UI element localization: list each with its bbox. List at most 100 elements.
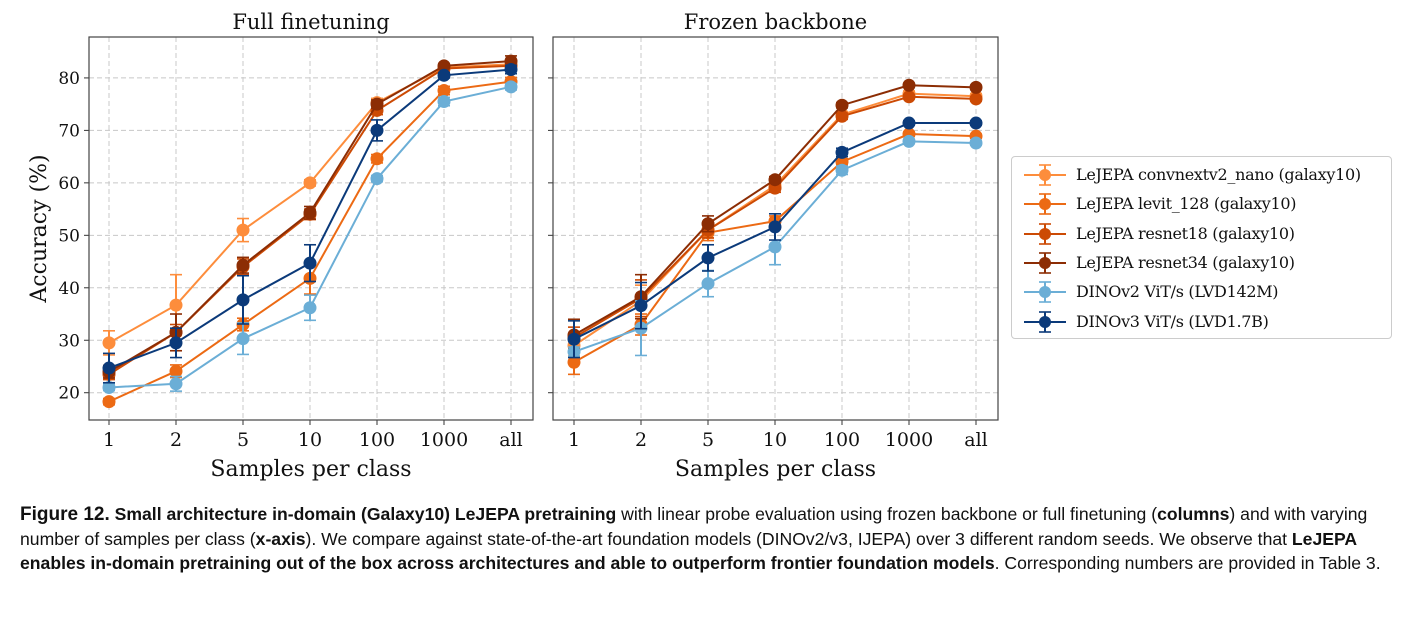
legend-item: DINOv3 ViT/s (LVD1.7B) xyxy=(1012,308,1391,337)
figure-label: Figure 12. xyxy=(20,504,110,525)
data-point xyxy=(902,134,916,148)
x-tick-label: 2 xyxy=(635,429,647,451)
data-point xyxy=(169,364,183,378)
x-tick-label: 100 xyxy=(359,429,395,451)
series-2 xyxy=(102,59,518,381)
data-point xyxy=(567,332,581,346)
data-point xyxy=(169,336,183,350)
data-point xyxy=(370,172,384,186)
x-axis-label: Samples per class xyxy=(675,457,876,482)
legend-item: DINOv2 ViT/s (LVD142M) xyxy=(1012,278,1391,307)
x-tick-label: 5 xyxy=(702,429,714,451)
caption-segment: x-axis xyxy=(255,529,306,549)
x-tick-label: 10 xyxy=(298,429,322,451)
y-tick-label: 40 xyxy=(58,279,80,299)
data-point xyxy=(902,90,916,104)
legend-marker-icon xyxy=(1024,252,1066,274)
caption-segment: Small architecture in-domain (Galaxy10) … xyxy=(109,504,617,524)
caption-segment: with linear probe evaluation using froze… xyxy=(616,504,1158,524)
legend-item: LeJEPA resnet18 (galaxy10) xyxy=(1012,220,1391,249)
legend-label: LeJEPA convnextv2_nano (galaxy10) xyxy=(1076,165,1361,184)
x-tick-label: all xyxy=(499,429,522,451)
x-tick-label: 5 xyxy=(237,429,249,451)
legend: LeJEPA convnextv2_nano (galaxy10) LeJEPA … xyxy=(1011,156,1392,339)
data-point xyxy=(902,116,916,130)
data-point xyxy=(236,293,250,307)
data-point xyxy=(303,301,317,315)
legend-label: DINOv2 ViT/s (LVD142M) xyxy=(1076,282,1279,302)
data-point xyxy=(236,223,250,237)
x-tick-label: 1000 xyxy=(420,429,468,451)
x-tick-label: 100 xyxy=(824,429,860,451)
data-point xyxy=(768,240,782,254)
data-point xyxy=(102,336,116,350)
data-point xyxy=(701,277,715,291)
y-tick-label: 60 xyxy=(58,174,80,194)
caption-segment: ). We compare against state-of-the-art f… xyxy=(305,529,1292,549)
legend-marker-icon xyxy=(1024,193,1066,216)
data-point xyxy=(835,109,849,123)
legend-item: LeJEPA resnet34 (galaxy10) xyxy=(1012,249,1391,278)
data-point xyxy=(969,116,983,130)
x-tick-label: 2 xyxy=(170,429,182,451)
data-point xyxy=(902,78,916,92)
data-point xyxy=(102,361,116,375)
data-point xyxy=(969,92,983,106)
data-point xyxy=(567,355,581,369)
caption-segment: columns xyxy=(1157,504,1230,524)
caption-body: Small architecture in-domain (Galaxy10) … xyxy=(20,504,1381,573)
data-point xyxy=(437,95,451,109)
data-point xyxy=(102,395,116,409)
x-tick-label: all xyxy=(964,429,987,451)
data-point xyxy=(835,145,849,159)
x-tick-label: 10 xyxy=(763,429,787,451)
series-5 xyxy=(567,116,983,359)
figure-caption: Figure 12. Small architecture in-domain … xyxy=(20,502,1405,575)
data-point xyxy=(303,176,317,190)
subplot-frozen-backbone: 1 2 5 10 100 1000 all Frozen backbone Samples pe… xyxy=(548,10,999,482)
y-tick-label: 30 xyxy=(58,331,80,351)
data-point xyxy=(768,173,782,187)
caption-segment: ) and with varying number of samples per… xyxy=(20,504,1368,549)
data-point xyxy=(437,59,451,73)
subplot-title: Frozen backbone xyxy=(684,10,867,34)
data-point xyxy=(701,251,715,265)
data-point xyxy=(504,63,518,77)
caption-segment: . Corresponding numbers are provided in … xyxy=(994,553,1381,573)
data-point xyxy=(169,377,183,391)
data-point xyxy=(504,80,518,94)
subplot-full-finetuning: 20 30 40 50 60 70 80 1 2 5 10 100 1000 all Full finetu… xyxy=(27,10,534,482)
data-point xyxy=(102,380,116,394)
data-point xyxy=(169,298,183,312)
data-point xyxy=(303,256,317,270)
data-point xyxy=(303,206,317,220)
legend-marker-icon xyxy=(1024,281,1066,303)
data-point xyxy=(370,97,384,111)
data-point xyxy=(437,84,451,98)
legend-label: LeJEPA resnet18 (galaxy10) xyxy=(1076,223,1295,243)
series-4 xyxy=(102,80,518,394)
caption-segment: LeJEPA enables in-domain pretraining out… xyxy=(20,529,1357,573)
data-point xyxy=(634,299,648,313)
data-point xyxy=(370,152,384,166)
series-5 xyxy=(102,63,518,384)
x-tick-label: 1 xyxy=(568,429,580,451)
legend-marker-icon xyxy=(1024,222,1066,245)
legend-label: DINOv3 ViT/s (LVD1.7B) xyxy=(1076,311,1269,331)
chart-canvas: 20 30 40 50 60 70 80 1 2 5 10 100 1000 all Full finetu… xyxy=(27,10,999,482)
data-point xyxy=(701,217,715,231)
y-tick-label: 20 xyxy=(58,384,80,404)
y-axis-label: Accuracy (%) xyxy=(27,154,52,303)
x-axis-label: Samples per class xyxy=(210,457,411,482)
data-point xyxy=(236,258,250,272)
legend-label: LeJEPA levit_128 (galaxy10) xyxy=(1076,194,1297,214)
data-point xyxy=(768,220,782,234)
y-tick-label: 50 xyxy=(58,226,80,246)
legend-marker-icon xyxy=(1024,310,1066,333)
plot-frame xyxy=(552,36,999,421)
y-tick-label: 70 xyxy=(58,121,80,141)
plot-frame xyxy=(88,36,534,421)
data-point xyxy=(969,136,983,150)
legend-item: LeJEPA levit_128 (galaxy10) xyxy=(1012,190,1391,219)
legend-item: LeJEPA convnextv2_nano (galaxy10) xyxy=(1012,161,1391,190)
